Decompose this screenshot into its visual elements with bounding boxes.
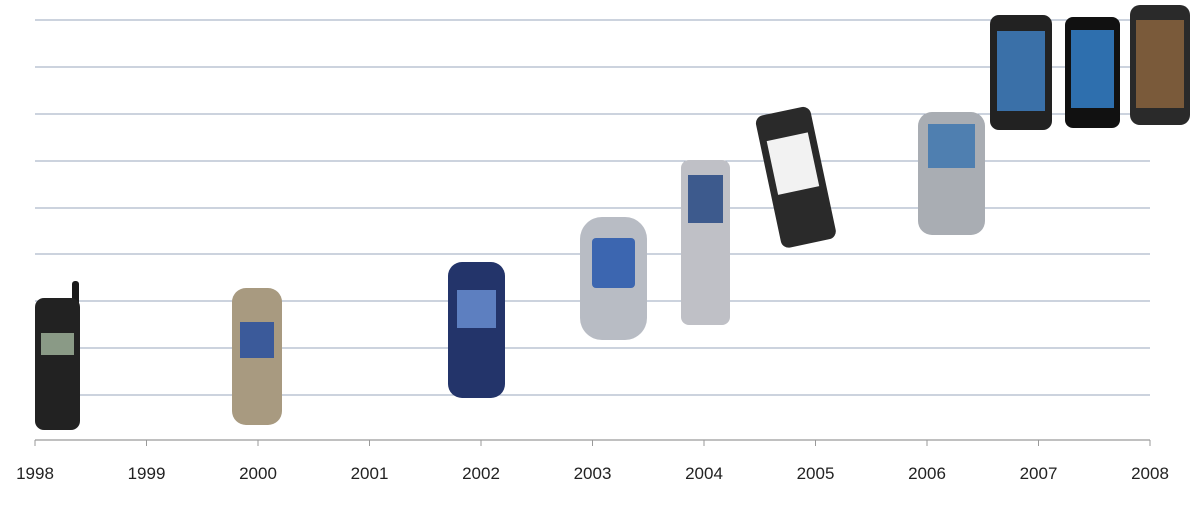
year-label: 2003 — [574, 464, 612, 483]
phone-2007 — [990, 15, 1052, 130]
year-label: 2008 — [1131, 464, 1169, 483]
phones — [35, 5, 1190, 430]
year-label: 2006 — [908, 464, 946, 483]
phone-2000 — [232, 288, 282, 425]
phone-2006 — [918, 112, 985, 235]
phone-1998 — [35, 281, 80, 430]
phone-2002 — [448, 262, 505, 398]
phone-2004 — [681, 160, 730, 325]
year-label: 2001 — [351, 464, 389, 483]
phone-2007b — [1065, 17, 1120, 128]
year-label: 2004 — [685, 464, 723, 483]
year-label: 2005 — [797, 464, 835, 483]
year-label: 2002 — [462, 464, 500, 483]
phone-2008 — [1130, 5, 1190, 125]
year-label: 1998 — [16, 464, 54, 483]
x-ticks: 1998 1999 2000 2001 2002 2003 2004 2005 2006 2007… — [16, 440, 1169, 483]
year-label: 2007 — [1020, 464, 1058, 483]
year-label: 2000 — [239, 464, 277, 483]
year-label: 1999 — [128, 464, 166, 483]
phone-2005 — [755, 106, 836, 248]
phone-2003 — [580, 217, 647, 340]
